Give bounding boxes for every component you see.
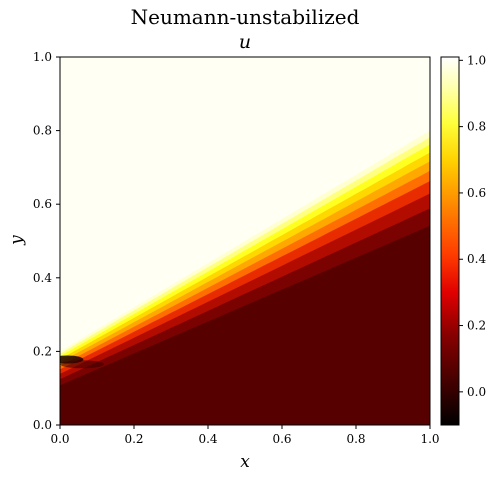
colorbar-tick-label: 0.6 <box>467 186 486 200</box>
y-tick-label: 1.0 <box>33 50 52 64</box>
x-tick-label: 0.8 <box>346 432 365 446</box>
colorbar-gradient <box>441 57 459 425</box>
figure-suptitle: Neumann-unstabilized <box>131 5 360 29</box>
colorbar-tick-label: 0.8 <box>467 120 486 134</box>
y-tick-label: 0.2 <box>33 344 52 358</box>
x-axis: 0.0 0.2 0.4 0.6 0.8 1.0 <box>50 425 440 446</box>
colorbar-ticks: 0.0 0.2 0.4 0.6 0.8 1.0 <box>459 53 486 399</box>
heatmap-bands <box>60 130 430 425</box>
y-tick-label: 0.4 <box>33 271 52 285</box>
plot-frame <box>59 56 431 426</box>
y-tick-label: 0.8 <box>33 124 52 138</box>
x-tick-label: 0.2 <box>124 432 143 446</box>
colorbar-tick-label: 0.0 <box>467 385 486 399</box>
y-axis-label: y <box>7 235 27 246</box>
x-tick-label: 0.6 <box>272 432 291 446</box>
colorbar: 0.0 0.2 0.4 0.6 0.8 1.0 <box>440 53 486 426</box>
colorbar-frame <box>440 56 460 426</box>
colorbar-tick-label: 1.0 <box>467 53 486 67</box>
heatmap-band <box>60 225 430 425</box>
x-axis-label: x <box>240 452 250 472</box>
colorbar-tick-label: 0.2 <box>467 319 486 333</box>
heatmap <box>60 57 430 425</box>
x-tick-label: 1.0 <box>420 432 439 446</box>
undershoot-ripple <box>60 360 105 369</box>
x-tick-label: 0.4 <box>198 432 217 446</box>
y-tick-label: 0.6 <box>33 197 52 211</box>
chart-title: u <box>239 31 251 53</box>
y-tick-label: 0.0 <box>33 418 52 432</box>
colorbar-tick-label: 0.4 <box>467 252 486 266</box>
y-axis: 0.0 0.2 0.4 0.6 0.8 1.0 <box>33 50 60 432</box>
x-tick-label: 0.0 <box>50 432 69 446</box>
